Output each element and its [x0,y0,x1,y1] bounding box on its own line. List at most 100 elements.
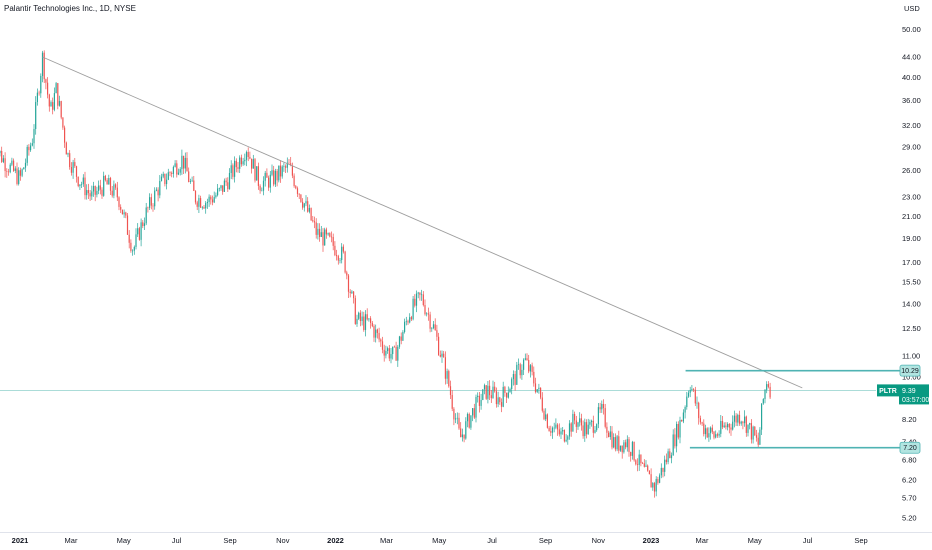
candle [363,311,365,332]
candle [137,223,139,238]
time-tick-label: Mar [380,536,393,545]
candle [652,482,654,491]
candle [511,377,513,395]
candle [553,422,555,433]
candle [227,177,229,192]
candle [572,409,574,432]
candle [295,185,297,190]
time-tick-label: Sep [854,536,867,545]
candle [393,345,395,348]
candle [176,160,178,178]
candle [262,176,265,196]
candle [24,158,27,172]
candle [733,410,735,428]
candle [132,249,134,256]
currency-label: USD [904,4,920,13]
candle [257,162,259,190]
candle [446,368,448,384]
trendline[interactable] [42,56,803,389]
candle [217,184,219,197]
candle [346,270,348,280]
candle [69,150,71,170]
candle [497,391,499,408]
candle [285,164,287,174]
candle [52,97,54,115]
candle [215,192,217,199]
candle [33,124,35,149]
candle [681,419,683,422]
level-line[interactable]: 7.20 [689,441,921,454]
candle [730,423,732,436]
candle [395,341,397,361]
candle [436,324,438,341]
candle [398,335,401,349]
candle [203,204,205,210]
candle [575,415,577,433]
candle [166,173,168,190]
candle [300,194,302,203]
level-line[interactable]: 10.29 [685,364,921,377]
candle [633,441,635,462]
candle [342,244,344,254]
candle [429,311,431,333]
candle [490,389,492,403]
candle [727,422,729,431]
candle [86,184,88,200]
candle [154,187,156,210]
candle [439,350,441,358]
candle [769,382,771,399]
candle [718,430,720,438]
candle [23,167,25,170]
time-tick-label: Nov [276,536,290,545]
candle [230,160,232,180]
candle [225,177,227,186]
candle [28,144,30,156]
candle [655,476,657,497]
price-tick-label: 50.00 [902,25,921,34]
candle [568,420,571,440]
candle [108,174,110,185]
candle [16,162,18,186]
candle [208,194,210,207]
candle [91,185,93,200]
candle [599,402,601,414]
candle [645,460,647,467]
candle [75,165,78,183]
candle [181,149,183,175]
candle [405,316,407,326]
candle [674,428,676,449]
candle [703,419,705,437]
candle [409,313,411,324]
candle [421,289,423,301]
candle [558,423,560,437]
candle [761,403,763,435]
candle [740,420,742,426]
candle [155,187,157,192]
candle [364,310,367,337]
time-tick-label: 2022 [327,536,344,545]
candle [293,173,295,188]
time-axis[interactable]: 2021 Mar May Jul Sep Nov 2022 Mar May Jul Sep Nov 20… [12,536,868,545]
candle [507,386,509,399]
candle [308,204,310,214]
candle [351,290,353,295]
candle [636,458,639,472]
candle [125,211,127,219]
candle [145,202,147,226]
candle [427,307,429,321]
candle [354,295,356,325]
candle [109,176,112,196]
candle [631,440,633,460]
candle [130,239,132,253]
candle [26,144,28,166]
candle [750,419,752,444]
candle [472,408,474,422]
candle [319,223,321,242]
candle [742,420,744,430]
candle [116,181,118,202]
candle [191,176,193,183]
horizontal-levels[interactable]: 10.29 7.20 [685,364,921,454]
last-price-label: 9.39 [902,388,916,395]
price-axis[interactable]: 50.00 44.00 40.00 36.00 32.00 29.00 26.00 23.00… [902,25,921,523]
